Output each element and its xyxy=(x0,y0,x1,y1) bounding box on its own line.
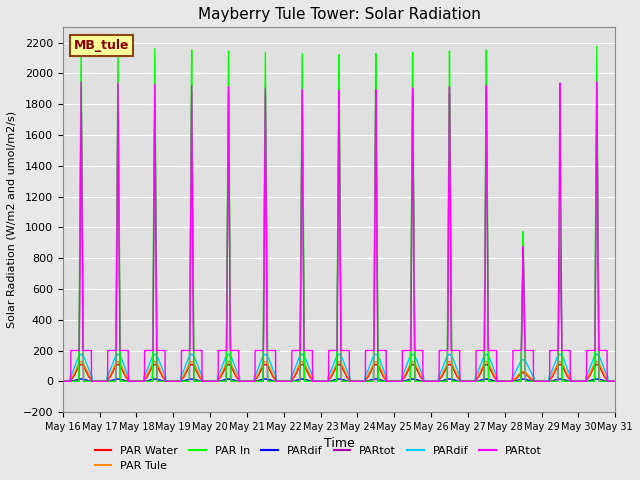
Title: Mayberry Tule Tower: Solar Radiation: Mayberry Tule Tower: Solar Radiation xyxy=(198,7,481,22)
X-axis label: Time: Time xyxy=(324,437,355,450)
Legend: PAR Water, PAR Tule, PAR In, PARdif, PARtot, PARdif, PARtot: PAR Water, PAR Tule, PAR In, PARdif, PAR… xyxy=(90,441,547,476)
Text: MB_tule: MB_tule xyxy=(74,39,129,52)
Y-axis label: Solar Radiation (W/m2 and umol/m2/s): Solar Radiation (W/m2 and umol/m2/s) xyxy=(7,111,17,328)
